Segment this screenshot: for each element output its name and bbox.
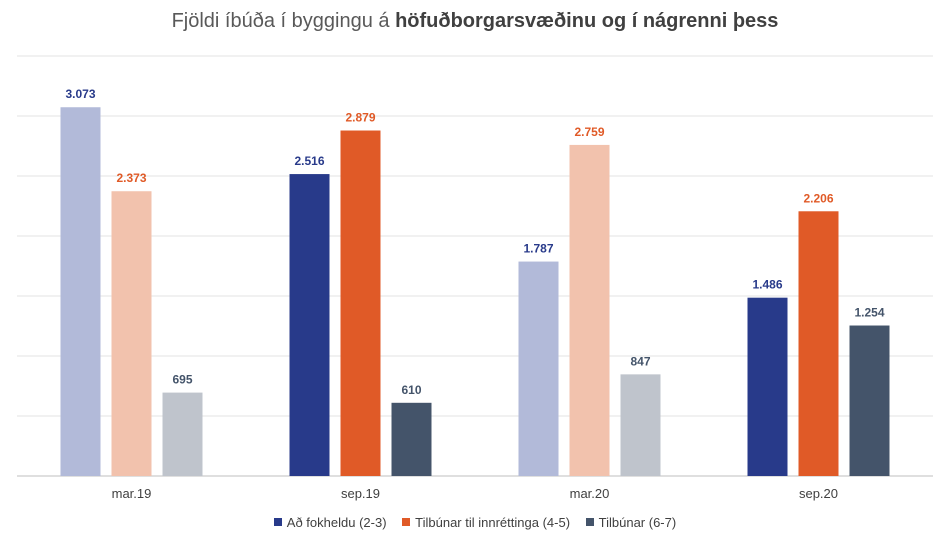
bar-series-3-mar.20 bbox=[620, 374, 661, 476]
x-tick-label-sep.20: sep.20 bbox=[799, 486, 838, 501]
x-tick-label-mar.20: mar.20 bbox=[570, 486, 610, 501]
bar-series-3-sep.20 bbox=[849, 325, 890, 476]
bar-series-1-mar.19 bbox=[60, 107, 101, 477]
data-label-series-2-mar.19: 2.373 bbox=[116, 171, 146, 185]
bar-series-2-sep.20 bbox=[798, 211, 839, 476]
x-tick-label-mar.19: mar.19 bbox=[112, 486, 152, 501]
x-tick-label-sep.19: sep.19 bbox=[341, 486, 380, 501]
legend-label-series-2: Tilbúnar til innréttinga (4-5) bbox=[415, 514, 571, 530]
legend: Að fokheldu (2-3) Tilbúnar til innréttin… bbox=[0, 514, 950, 530]
data-label-series-3-sep.19: 610 bbox=[401, 383, 421, 397]
legend-swatch-series-3 bbox=[585, 518, 594, 526]
legend-swatch-series-2 bbox=[402, 518, 411, 526]
legend-swatch-series-1 bbox=[273, 518, 282, 526]
data-label-series-1-sep.20: 1.486 bbox=[752, 278, 782, 292]
data-label-series-1-sep.19: 2.516 bbox=[294, 154, 324, 168]
bar-series-1-mar.20 bbox=[518, 261, 559, 476]
data-label-series-2-sep.19: 2.879 bbox=[345, 111, 375, 125]
legend-item-series-1: Að fokheldu (2-3) bbox=[273, 514, 387, 530]
bar-series-2-mar.19 bbox=[111, 191, 152, 477]
bar-series-3-mar.19 bbox=[162, 392, 203, 476]
legend-label-series-1: Að fokheldu (2-3) bbox=[286, 514, 387, 530]
legend-label-series-3: Tilbúnar (6-7) bbox=[598, 514, 677, 530]
data-label-series-2-sep.20: 2.206 bbox=[803, 191, 833, 205]
legend-item-series-2: Tilbúnar til innréttinga (4-5) bbox=[402, 515, 570, 530]
data-label-series-1-mar.19: 3.073 bbox=[65, 87, 95, 101]
chart-title-part2: höfuðborgarsvæðinu og í nágrenni þess bbox=[395, 10, 779, 32]
data-label-series-3-mar.20: 847 bbox=[630, 354, 650, 368]
bar-series-2-mar.20 bbox=[569, 144, 610, 477]
bar-series-3-sep.19 bbox=[391, 402, 432, 476]
data-label-series-3-sep.20: 1.254 bbox=[854, 306, 884, 320]
bar-series-2-sep.19 bbox=[340, 130, 381, 476]
bar-series-1-sep.20 bbox=[747, 297, 788, 476]
data-label-series-2-mar.20: 2.759 bbox=[574, 125, 604, 139]
chart-title-part1: Fjöldi íbúða í byggingu á bbox=[171, 10, 396, 32]
chart-title: Fjöldi íbúða í byggingu á höfuðborgarsvæ… bbox=[0, 10, 950, 33]
bar-series-1-sep.19 bbox=[289, 174, 330, 476]
data-label-series-1-mar.20: 1.787 bbox=[523, 242, 553, 256]
legend-item-series-3: Tilbúnar (6-7) bbox=[585, 514, 677, 530]
data-label-series-3-mar.19: 695 bbox=[172, 373, 192, 387]
